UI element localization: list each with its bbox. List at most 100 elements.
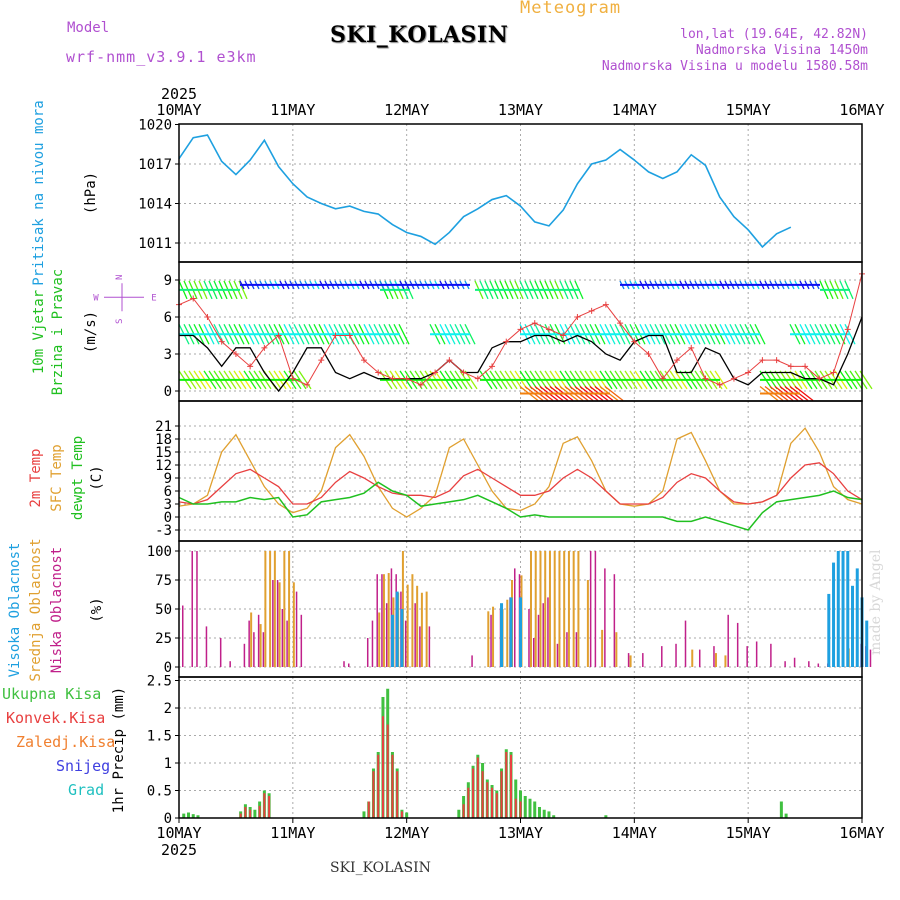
compass-south: S (115, 319, 125, 324)
wind-gust-marker (432, 369, 439, 376)
low-cloud-bar (784, 661, 786, 667)
x-tick-label-bottom: 15MAY (726, 824, 771, 842)
low-cloud-bar (698, 649, 701, 667)
wind-gust-marker (830, 369, 837, 376)
mid-cloud-bar (416, 585, 419, 667)
dewpoint-axis-title: dewpt Temp (70, 436, 86, 520)
low-cloud-bar (684, 620, 687, 667)
wind-barb-band (604, 385, 624, 401)
mid-cloud-bar (691, 649, 694, 667)
total-precip-bar (533, 801, 537, 818)
x-tick-label-bottom: 13MAY (498, 824, 543, 842)
pressure-axis-unit: (hPa) (83, 172, 99, 214)
low-cloud-bar (281, 609, 284, 667)
wind-gust-marker (389, 375, 396, 382)
y-tick-label: 21 (155, 419, 172, 435)
mid-cloud-bar (539, 551, 542, 667)
low-cloud-bar (196, 551, 198, 667)
wind-barbs-layer (178, 280, 873, 401)
y-tick-label: 1.5 (147, 729, 172, 745)
precip-legend-item: Zaledj.Kisa (16, 733, 115, 751)
mid-cloud-bar (273, 551, 276, 667)
low-cloud-bar (817, 663, 820, 667)
low-cloud-bar (727, 614, 729, 667)
y-tick-label: 25 (155, 631, 172, 647)
convective-precip-bar (244, 807, 247, 818)
y-tick-label: 2.5 (147, 674, 172, 690)
wind-gust-marker (360, 357, 367, 364)
wind-gust-marker (403, 375, 410, 382)
year-label-top: 2025 (161, 85, 197, 103)
low-cloud-bar (642, 653, 644, 667)
elevation: Nadmorska Visina 1450m (695, 43, 868, 58)
wind-gust-marker (659, 375, 666, 382)
x-tick-label-bottom: 14MAY (612, 824, 657, 842)
wind-gust-marker (446, 357, 453, 364)
compass-west: W (93, 293, 99, 303)
convective-precip-bar (263, 793, 266, 818)
wind-gust-marker (460, 369, 467, 376)
x-tick-label-bottom: 12MAY (384, 824, 429, 842)
low-cloud-bar (257, 614, 260, 667)
low-cloud-bar (575, 632, 578, 667)
footer-station-name: SKI_KOLASIN (330, 860, 431, 876)
high-cloud-bar (519, 597, 522, 667)
wind-gust-marker (816, 375, 823, 382)
convective-precip-bar (386, 724, 389, 818)
convective-precip-bar (239, 813, 242, 818)
low-cloud-bar (219, 638, 222, 667)
y-tick-label: 0 (164, 811, 172, 827)
total-precip-bar (542, 809, 546, 818)
wind-barb-band (298, 370, 312, 390)
mid-cloud-axis-title: Srednja Oblacnost (28, 538, 44, 681)
wind-gust-marker (560, 332, 567, 339)
mid-cloud-bar (714, 653, 717, 667)
y-tick-label: 0 (164, 660, 172, 676)
low-cloud-bar (755, 641, 758, 667)
convective-precip-bar (495, 793, 498, 818)
low-cloud-bar (191, 551, 193, 667)
high-cloud-bar (509, 597, 513, 667)
grid-layer (179, 124, 862, 818)
convective-precip-bar (396, 771, 399, 818)
convective-precip-bar (481, 771, 484, 818)
temp-2m-axis-title: 2m Temp (28, 448, 44, 507)
wind-barb-band (794, 385, 814, 401)
wind-gust-marker (844, 326, 851, 333)
x-tick-label-top: 16MAY (839, 101, 884, 119)
low-cloud-bar (385, 603, 388, 667)
total-precip-bar (604, 815, 608, 818)
total-precip-bar (253, 809, 257, 818)
y-tick-label: 18 (155, 432, 172, 448)
y-tick-label: 50 (155, 602, 172, 618)
wind-gust-marker (702, 375, 709, 382)
mid-cloud-bar (378, 612, 381, 667)
mid-cloud-bar (553, 551, 556, 667)
low-cloud-bar (295, 591, 298, 667)
convective-precip-bar (472, 768, 475, 818)
convective-precip-bar (491, 787, 494, 818)
low-cloud-bar (542, 603, 544, 667)
mid-cloud-bar (567, 551, 570, 667)
y-tick-label: 0 (164, 384, 172, 400)
mid-cloud-bar (278, 582, 281, 667)
model-elevation: Nadmorska Visina u modelu 1580.58m (601, 59, 868, 74)
high-cloud-bar (395, 591, 399, 667)
y-tick-label: 1011 (138, 236, 172, 252)
y-tick-label: 75 (155, 573, 172, 589)
mid-cloud-bar (506, 599, 509, 667)
low-cloud-bar (471, 655, 473, 667)
lines-layer (176, 134, 865, 531)
wind-gust-marker (545, 326, 552, 333)
low-cloud-bar (589, 551, 592, 667)
precip-legend-item: Snijeg (56, 757, 110, 775)
x-tick-label-bottom: 11MAY (270, 824, 315, 842)
total-precip-bar (191, 814, 195, 818)
low-cloud-bar (376, 574, 378, 667)
convective-precip-bar (377, 754, 380, 818)
low-cloud-bar (366, 638, 369, 667)
mid-cloud-bar (283, 551, 286, 667)
bars-layer (181, 551, 872, 818)
mid-cloud-bar (577, 551, 580, 667)
